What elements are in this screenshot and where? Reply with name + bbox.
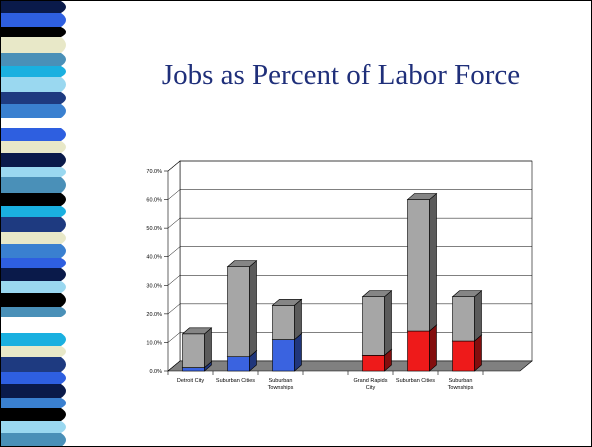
y-tick-label: 70.0% bbox=[146, 169, 162, 175]
strip-band bbox=[1, 293, 66, 307]
bar-upper-segment-side bbox=[249, 260, 257, 358]
y-tick-label: 0.0% bbox=[149, 369, 162, 375]
strip-band bbox=[1, 333, 66, 346]
chart-floor bbox=[167, 360, 533, 372]
strip-band bbox=[1, 372, 66, 384]
strip-band bbox=[1, 307, 66, 317]
strip-band bbox=[1, 53, 66, 66]
x-tick-label: Detroit City bbox=[177, 378, 204, 384]
bar-upper-segment-top bbox=[361, 290, 393, 298]
strip-band bbox=[1, 346, 66, 357]
bar-upper-segment-top bbox=[271, 298, 303, 306]
strip-band bbox=[1, 104, 66, 118]
bar-lower-segment-front bbox=[452, 340, 475, 372]
strip-band bbox=[1, 118, 66, 128]
bar-lower-segment-side bbox=[429, 324, 437, 372]
bar-lower-segment-front bbox=[407, 330, 430, 372]
strip-band bbox=[1, 398, 66, 408]
strip-band bbox=[1, 408, 66, 421]
strip-band bbox=[1, 177, 66, 193]
y-tick-label: 30.0% bbox=[146, 283, 162, 289]
decorative-strip bbox=[1, 1, 75, 446]
bar-upper-segment-front bbox=[452, 296, 475, 342]
bar-upper-segment-side bbox=[474, 290, 482, 342]
bar-upper-segment-top bbox=[451, 290, 483, 298]
bar-upper-segment-front bbox=[407, 199, 430, 332]
bar-lower-segment-front bbox=[272, 339, 295, 372]
strip-band bbox=[1, 268, 66, 281]
strip-band bbox=[1, 193, 66, 206]
chart-side-wall bbox=[167, 160, 181, 372]
strip-band bbox=[1, 27, 66, 37]
x-tick-label: City bbox=[366, 385, 376, 391]
x-tick-label: Grand Rapids bbox=[354, 378, 388, 384]
strip-band bbox=[1, 421, 66, 433]
strip-band bbox=[1, 258, 66, 268]
strip-band bbox=[1, 141, 66, 153]
strip-band bbox=[1, 317, 66, 333]
x-tick-label: Suburban Cities bbox=[396, 378, 435, 384]
bar-upper-segment-front bbox=[182, 333, 205, 368]
strip-band bbox=[1, 153, 66, 167]
y-tick-label: 60.0% bbox=[146, 198, 162, 204]
strip-band bbox=[1, 1, 66, 13]
bar-upper-segment-top bbox=[226, 260, 258, 268]
bar-upper-segment-side bbox=[294, 298, 302, 341]
strip-band bbox=[1, 167, 66, 177]
x-tick-label: Suburban Cities bbox=[216, 378, 255, 384]
bar-upper-segment-front bbox=[227, 266, 250, 358]
y-tick-label: 50.0% bbox=[146, 226, 162, 232]
strip-band bbox=[1, 37, 66, 53]
strip-graphic bbox=[1, 1, 66, 446]
strip-band bbox=[1, 128, 66, 141]
strip-band bbox=[1, 384, 66, 398]
strip-band bbox=[1, 232, 66, 244]
strip-band bbox=[1, 77, 66, 92]
x-tick-label: Townships bbox=[268, 385, 294, 391]
bar-upper-segment-side bbox=[384, 290, 392, 356]
bar-lower-segment-front bbox=[227, 356, 250, 372]
bar-upper-segment-side bbox=[429, 192, 437, 332]
strip-band bbox=[1, 433, 66, 446]
bar-lower-segment-front bbox=[182, 367, 205, 372]
bar-upper-segment-top bbox=[406, 193, 438, 200]
bar-lower-segment-front bbox=[362, 354, 385, 372]
bar-upper-segment-side bbox=[204, 327, 212, 369]
strip-band bbox=[1, 92, 66, 104]
y-tick-label: 10.0% bbox=[146, 340, 162, 346]
y-tick-label: 20.0% bbox=[146, 312, 162, 318]
strip-band bbox=[1, 281, 66, 293]
bar-upper-segment-front bbox=[362, 296, 385, 356]
strip-band bbox=[1, 244, 66, 258]
x-tick-label: Suburban bbox=[449, 378, 473, 384]
x-tick-label: Townships bbox=[448, 385, 474, 391]
slide-title: Jobs as Percent of Labor Force bbox=[161, 59, 521, 91]
strip-band bbox=[1, 66, 66, 77]
strip-band bbox=[1, 206, 66, 217]
bar-upper-segment-top bbox=[181, 327, 213, 335]
gridline bbox=[167, 189, 532, 200]
strip-band bbox=[1, 217, 66, 232]
strip-band bbox=[1, 13, 66, 27]
bar-upper-segment-front bbox=[272, 304, 295, 340]
gridline bbox=[167, 160, 532, 172]
strip-band bbox=[1, 357, 66, 372]
y-tick-label: 40.0% bbox=[146, 255, 162, 261]
bar-lower-segment-side bbox=[294, 332, 302, 372]
x-tick-label: Suburban bbox=[269, 378, 293, 384]
